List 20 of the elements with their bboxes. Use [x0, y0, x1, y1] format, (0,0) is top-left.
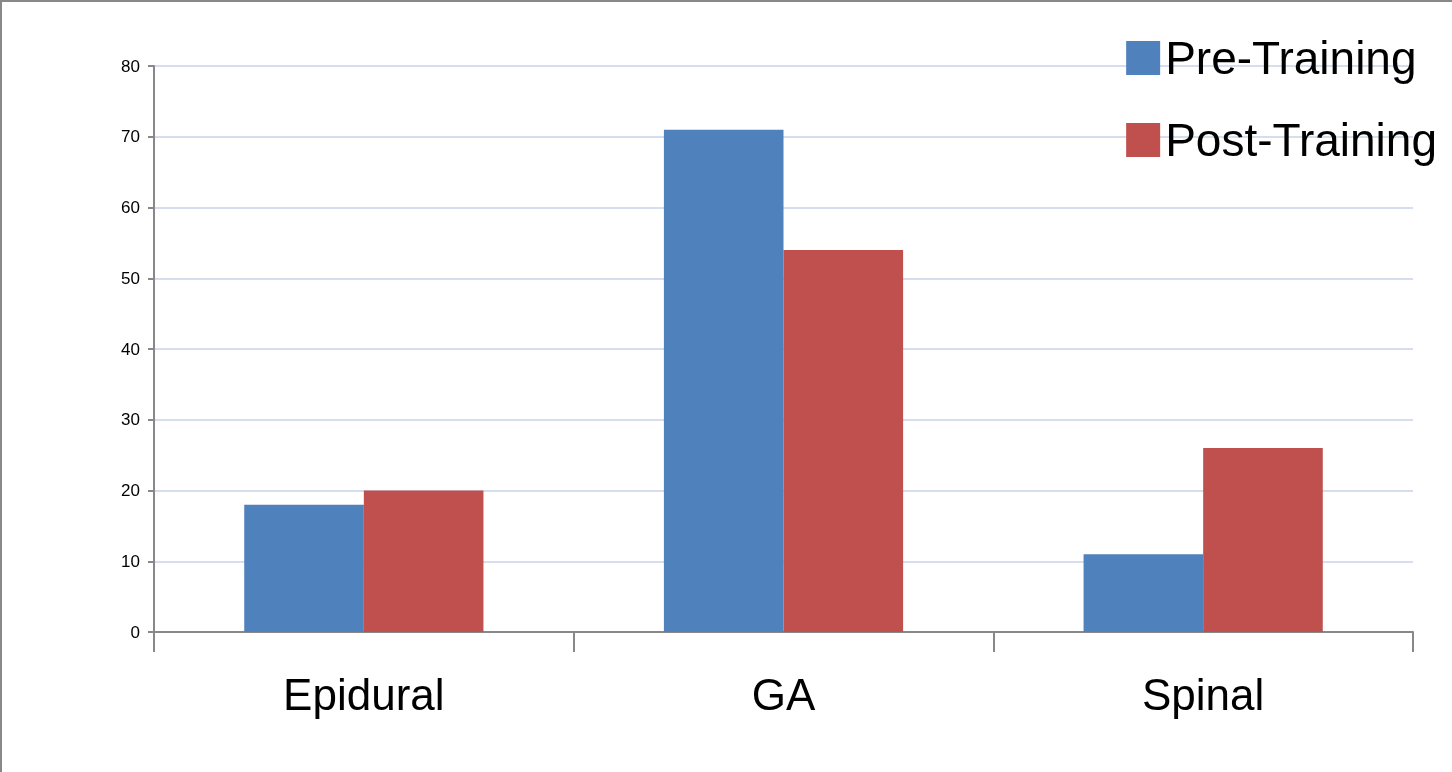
y-tick-label: 50 — [121, 268, 140, 288]
y-tick-label: 40 — [121, 339, 140, 359]
bar — [1083, 554, 1204, 632]
y-tick-label: 0 — [130, 622, 140, 642]
bar — [363, 490, 484, 632]
bar — [663, 129, 784, 632]
x-tick-label: Spinal — [1142, 669, 1265, 719]
y-tick-label: 30 — [121, 410, 140, 430]
bar — [1203, 448, 1323, 632]
y-tick-label: 60 — [121, 198, 140, 217]
legend-label: Post-Training — [1165, 114, 1438, 166]
legend-label: Pre-Training — [1165, 32, 1417, 84]
bar — [783, 249, 904, 632]
bar — [244, 504, 364, 632]
y-tick-label: 20 — [121, 481, 140, 500]
y-tick-label: 80 — [121, 56, 140, 76]
x-tick-label: GA — [751, 669, 816, 719]
x-tick-label: Epidural — [283, 669, 445, 719]
y-tick-label: 10 — [121, 551, 140, 571]
y-tick-label: 70 — [121, 127, 140, 147]
